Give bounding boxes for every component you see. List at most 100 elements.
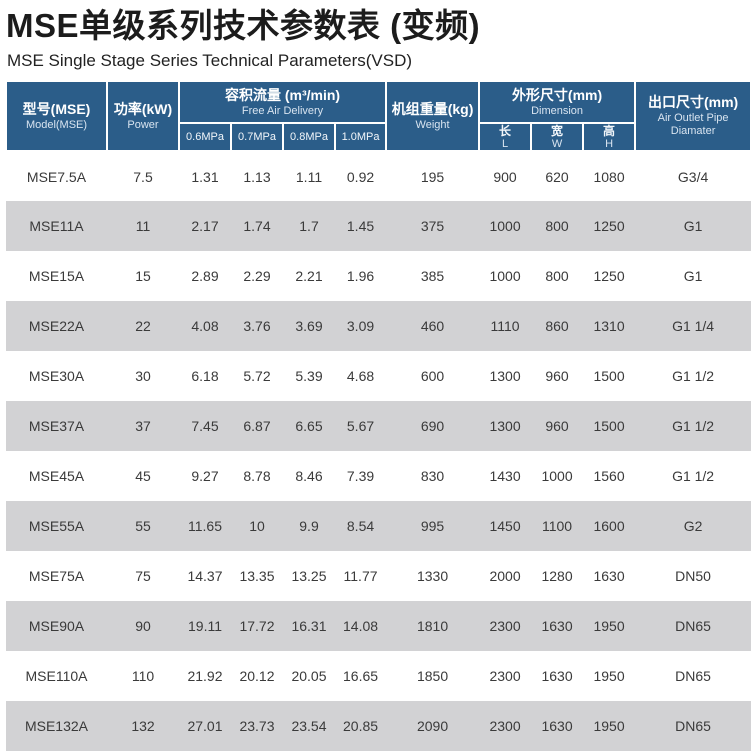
parameters-table: 型号(MSE) Model(MSE) 功率(kW) Power 容积流量 (m³…: [5, 80, 753, 751]
cell-dim-width: 1280: [541, 568, 573, 584]
cell-fad-1.0mpa: 14.08: [343, 618, 379, 634]
cell-model: MSE15A: [28, 268, 85, 284]
cell-outlet: G1: [683, 218, 703, 234]
cell-dim-length: 2300: [489, 668, 521, 684]
cell-fad-0.7mpa: 10: [249, 518, 265, 534]
col-header-outlet: 出口尺寸(mm) Air Outlet Pipe Diamater: [634, 80, 753, 152]
cell-fad-0.8mpa: 1.11: [295, 168, 323, 185]
table-body: MSE7.5A 7.5 1.31 1.13 1.11 0.92 195 900 620 1080 G…: [6, 151, 752, 751]
cell-dim-height: 1600: [593, 518, 625, 534]
cell-fad-0.8mpa: 5.39: [295, 368, 323, 384]
page-subtitle: MSE Single Stage Series Technical Parame…: [7, 51, 413, 70]
col-header-model-en: Model(MSE): [25, 118, 88, 131]
table-row: MSE110A 110 21.92 20.12 20.05 16.65 1850 2300 16…: [6, 651, 752, 701]
cell-power: 15: [135, 268, 151, 284]
cell-model: MSE30A: [28, 368, 85, 384]
table-row: MSE22A 22 4.08 3.76 3.69 3.09 460 1110 860 1310 G1…: [6, 301, 752, 351]
table-row: MSE7.5A 7.5 1.31 1.13 1.11 0.92 195 900 620 1080 G…: [6, 151, 752, 201]
cell-fad-0.7mpa: 20.12: [239, 668, 275, 684]
col-header-power: 功率(kW) Power: [106, 80, 180, 152]
table-row: MSE90A 90 19.11 17.72 16.31 14.08 1810 2300 1630…: [6, 601, 752, 651]
cell-fad-0.7mpa: 17.72: [239, 618, 275, 634]
cell-fad-0.8mpa: 9.9: [299, 518, 319, 534]
cell-dim-height: 1950: [593, 668, 625, 684]
cell-model: MSE75A: [28, 568, 85, 584]
cell-dim-length: 1450: [489, 518, 521, 534]
cell-dim-height: 1500: [593, 418, 625, 434]
cell-fad-0.8mpa: 16.31: [291, 618, 327, 634]
table-row: MSE15A 15 2.89 2.29 2.21 1.96 385 1000 800 1250 G1: [6, 251, 752, 301]
cell-outlet: DN65: [675, 718, 711, 734]
cell-fad-0.8mpa: 13.25: [291, 568, 327, 584]
cell-dim-height: 1500: [593, 368, 625, 384]
col-header-weight-cn: 机组重量(kg): [391, 100, 474, 117]
cell-outlet: DN65: [675, 618, 711, 634]
cell-outlet: G1 1/2: [672, 468, 715, 484]
cell-model: MSE55A: [28, 518, 85, 534]
cell-fad-0.6mpa: 6.18: [191, 368, 219, 384]
col-header-outlet-cn: 出口尺寸(mm): [647, 94, 739, 110]
cell-outlet: G1 1/2: [672, 368, 715, 384]
page-title: MSE单级系列技术参数表 (变频): [6, 7, 481, 44]
cell-power: 37: [135, 418, 151, 434]
cell-fad-0.7mpa: 1.74: [243, 218, 271, 234]
cell-dim-length: 1110: [490, 318, 520, 334]
cell-fad-1.0mpa: 0.92: [346, 168, 375, 185]
cell-dim-height: 1310: [593, 318, 625, 334]
col-header-fad-0.7mpa: 0.7MPa: [230, 122, 284, 152]
col-header-fad-0.8mpa: 0.8MPa: [282, 122, 336, 152]
cell-fad-0.7mpa: 5.72: [243, 368, 271, 384]
table-row: MSE37A 37 7.45 6.87 6.65 5.67 690 1300 960 1500 G1…: [6, 401, 752, 451]
cell-outlet: DN65: [675, 668, 711, 684]
cell-fad-0.6mpa: 19.11: [188, 618, 222, 634]
col-header-model-cn: 型号(MSE): [22, 100, 91, 117]
table-row: MSE132A 132 27.01 23.73 23.54 20.85 2090 2300 16…: [6, 701, 752, 751]
cell-dim-width: 860: [545, 318, 569, 334]
cell-dim-width: 960: [545, 418, 569, 434]
cell-fad-0.8mpa: 20.05: [291, 668, 327, 684]
table-row: MSE11A 11 2.17 1.74 1.7 1.45 375 1000 800 1250 G1: [6, 201, 752, 251]
header-group-row: 型号(MSE) Model(MSE) 功率(kW) Power 容积流量 (m³…: [5, 80, 753, 152]
cell-fad-1.0mpa: 8.54: [346, 518, 375, 534]
cell-dim-length: 900: [493, 168, 517, 185]
cell-fad-0.8mpa: 23.54: [291, 718, 327, 734]
cell-weight: 375: [420, 218, 445, 234]
col-header-dimension: 外形尺寸(mm) Dimension: [478, 80, 637, 124]
cell-dim-length: 1430: [489, 468, 521, 484]
cell-fad-0.7mpa: 2.29: [243, 268, 271, 284]
cell-dim-width: 1630: [541, 718, 573, 734]
cell-fad-1.0mpa: 1.45: [346, 218, 375, 234]
cell-dim-height: 1250: [593, 268, 625, 284]
cell-model: MSE110A: [25, 668, 88, 684]
cell-dim-width: 1630: [541, 668, 573, 684]
col-header-outlet-en: Air Outlet Pipe Diamater: [657, 112, 729, 137]
cell-fad-1.0mpa: 11.77: [343, 568, 378, 584]
cell-fad-0.8mpa: 2.21: [295, 268, 323, 284]
cell-dim-width: 620: [545, 168, 569, 185]
cell-fad-0.7mpa: 8.78: [243, 468, 271, 484]
cell-power: 132: [131, 718, 155, 734]
cell-fad-0.6mpa: 1.31: [191, 168, 219, 185]
cell-model: MSE37A: [28, 418, 85, 434]
cell-weight: 1850: [416, 668, 449, 684]
cell-fad-0.7mpa: 1.13: [243, 168, 271, 185]
cell-weight: 830: [420, 468, 445, 484]
cell-dim-height: 1560: [593, 468, 625, 484]
cell-weight: 690: [420, 418, 445, 434]
cell-dim-length: 1000: [489, 218, 521, 234]
col-header-fad: 容积流量 (m³/min) Free Air Delivery: [177, 80, 388, 124]
cell-fad-0.6mpa: 9.27: [191, 468, 219, 484]
cell-weight: 1810: [416, 618, 449, 634]
cell-weight: 195: [420, 168, 445, 185]
cell-dim-height: 1950: [593, 618, 625, 634]
cell-fad-0.6mpa: 21.92: [187, 668, 223, 684]
cell-fad-0.7mpa: 23.73: [239, 718, 275, 734]
cell-dim-width: 800: [545, 218, 569, 234]
cell-power: 75: [135, 568, 151, 584]
cell-fad-1.0mpa: 4.68: [346, 368, 375, 384]
cell-fad-0.7mpa: 3.76: [243, 318, 271, 334]
col-header-dim-length: 长 L: [478, 122, 533, 152]
cell-model: MSE22A: [28, 318, 85, 334]
cell-fad-0.6mpa: 7.45: [191, 418, 219, 434]
